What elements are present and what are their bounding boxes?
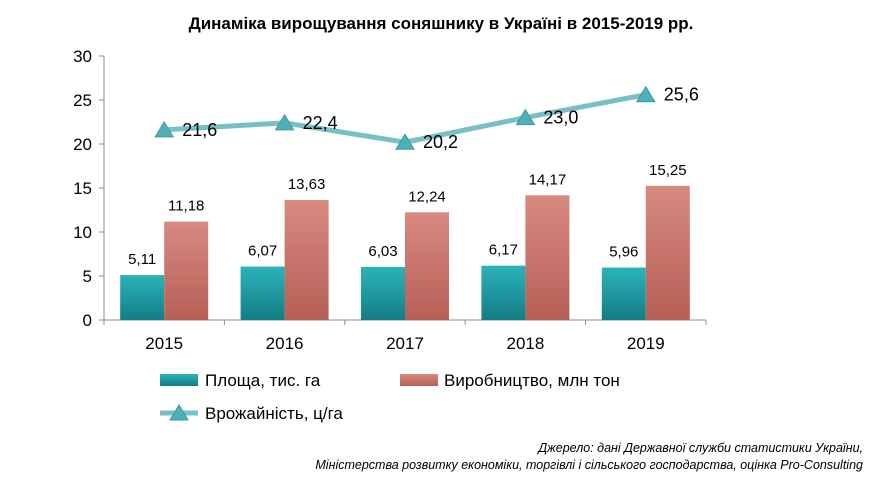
yield-label: 22,4 bbox=[303, 113, 338, 133]
legend-area-swatch bbox=[160, 374, 198, 386]
yield-label: 21,6 bbox=[182, 120, 217, 140]
legend: Площа, тис. га Виробництво, млн тон Врожай… bbox=[160, 371, 620, 423]
production-bar bbox=[525, 195, 570, 320]
production-bar-label: 13,63 bbox=[288, 176, 326, 193]
y-tick-label: 10 bbox=[73, 223, 92, 242]
source-line-2: Міністерства розвитку економіки, торгівл… bbox=[315, 458, 863, 472]
yield-label: 23,0 bbox=[543, 108, 578, 128]
yield-marker bbox=[274, 113, 295, 131]
area-bar-label: 6,07 bbox=[248, 243, 277, 260]
production-bar bbox=[164, 221, 209, 320]
y-tick-label: 25 bbox=[73, 91, 92, 110]
y-tick-label: 15 bbox=[73, 179, 92, 198]
y-tick-label: 30 bbox=[73, 47, 92, 66]
chart-title: Динаміка вирощування соняшнику в Україні… bbox=[189, 14, 694, 33]
legend-production-label: Виробництво, млн тон bbox=[444, 371, 620, 390]
y-tick-label: 0 bbox=[83, 311, 92, 330]
production-bar bbox=[284, 200, 329, 320]
x-tick-label: 2016 bbox=[266, 334, 304, 353]
area-bar-label: 5,11 bbox=[128, 251, 156, 268]
yield-line-layer: 21,6 22,4 20,2 23,0 25,6 bbox=[154, 85, 699, 152]
yield-marker bbox=[154, 120, 175, 138]
area-bar-label: 6,03 bbox=[368, 243, 397, 260]
y-tick-label: 5 bbox=[83, 267, 92, 286]
production-bar-label: 12,24 bbox=[408, 188, 446, 205]
production-bar bbox=[645, 185, 690, 320]
legend-production-swatch bbox=[400, 374, 438, 386]
yield-label: 25,6 bbox=[664, 85, 699, 105]
production-bar-label: 15,25 bbox=[649, 162, 687, 179]
yield-marker bbox=[635, 85, 656, 103]
legend-area-label: Площа, тис. га bbox=[205, 371, 321, 390]
yield-label: 20,2 bbox=[423, 132, 458, 152]
production-bar-label: 11,18 bbox=[168, 198, 204, 215]
area-bar bbox=[120, 275, 165, 320]
bars: 5,11 6,07 6,03 6,17 5,96 11,18 13,63 12,24 14,17… bbox=[120, 162, 690, 320]
source-note: Джерело: дані Державної служби статистик… bbox=[315, 440, 863, 474]
production-bar bbox=[405, 212, 449, 320]
x-tick-label: 2017 bbox=[386, 334, 424, 353]
area-bar bbox=[601, 267, 646, 320]
x-tick-label: 2015 bbox=[145, 334, 183, 353]
yield-marker bbox=[395, 133, 415, 150]
y-tick-label: 20 bbox=[73, 135, 92, 154]
area-bar bbox=[481, 265, 526, 320]
x-tick-label: 2019 bbox=[627, 334, 665, 353]
legend-yield-marker bbox=[169, 404, 189, 421]
area-bar-label: 5,96 bbox=[609, 244, 638, 261]
area-bar bbox=[240, 266, 285, 320]
production-bar-label: 14,17 bbox=[529, 171, 567, 188]
area-bar-label: 6,17 bbox=[489, 242, 518, 259]
area-bar bbox=[361, 266, 405, 320]
source-line-1: Джерело: дані Державної служби статистик… bbox=[538, 441, 863, 455]
yield-marker bbox=[515, 108, 536, 126]
x-tick-label: 2018 bbox=[506, 334, 544, 353]
legend-yield-label: Врожайність, ц/га bbox=[205, 404, 343, 423]
